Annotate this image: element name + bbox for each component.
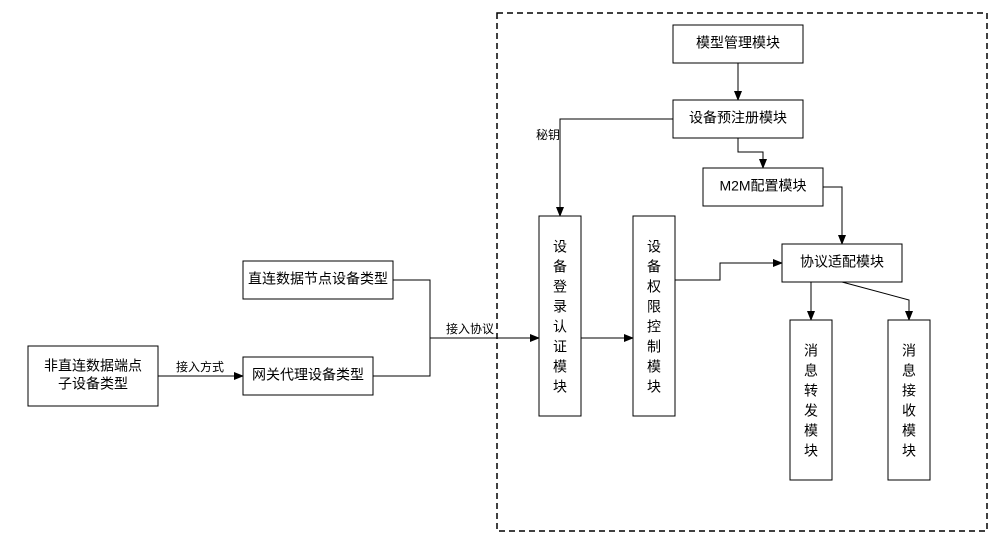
- node-label-n11-c2: 接: [902, 383, 916, 399]
- node-label-n6-l0: M2M配置模块: [719, 178, 806, 194]
- node-label-n8-c6: 模: [553, 359, 567, 375]
- edge-e5: [738, 138, 763, 168]
- node-label-n11-c3: 收: [902, 403, 916, 419]
- node-label-n5-l0: 设备预注册模块: [689, 110, 787, 126]
- edge-label-e7: 秘钥: [536, 128, 560, 142]
- node-n9: 设备权限控制模块: [633, 216, 675, 416]
- edge-e11: [842, 282, 909, 320]
- node-label-n8-c4: 认: [553, 319, 567, 335]
- node-label-n9-c1: 备: [647, 259, 661, 275]
- node-n6: M2M配置模块: [703, 168, 823, 206]
- node-label-n9-c6: 模: [647, 359, 661, 375]
- node-label-n2-l0: 网关代理设备类型: [252, 367, 364, 383]
- node-label-n8-c0: 设: [553, 239, 567, 255]
- node-label-n4-l0: 模型管理模块: [696, 35, 780, 51]
- node-label-n8-c2: 登: [553, 279, 567, 295]
- node-label-n9-c0: 设: [647, 239, 661, 255]
- node-label-n11-c1: 息: [902, 363, 916, 379]
- edge-e6: [823, 187, 842, 244]
- edge-e2: [373, 338, 430, 376]
- node-label-n9-c7: 块: [647, 379, 661, 395]
- node-n1: 非直连数据端点子设备类型: [28, 346, 158, 406]
- node-label-n10-c0: 消: [804, 343, 818, 359]
- edge-e7: [560, 119, 673, 216]
- node-label-n11-c4: 模: [902, 423, 916, 439]
- node-label-n10-c4: 模: [804, 423, 818, 439]
- node-label-n9-c5: 制: [647, 339, 661, 355]
- node-label-n1-l1: 子设备类型: [58, 376, 128, 392]
- edge-e9: [675, 263, 782, 280]
- node-label-n3-l0: 直连数据节点设备类型: [248, 271, 388, 287]
- node-label-n9-c3: 限: [647, 299, 661, 315]
- node-n11: 消息接收模块: [888, 320, 930, 480]
- node-label-n8-c5: 证: [553, 339, 567, 355]
- node-label-n1-l0: 非直连数据端点: [44, 358, 142, 374]
- node-label-n9-c2: 权: [647, 279, 661, 295]
- node-label-n10-c5: 块: [804, 443, 818, 459]
- node-label-n8-c3: 录: [553, 299, 567, 315]
- flowchart-canvas: 接入方式 接入协议 秘钥非直连数据端点子设备类型 网关代理设备类型 直连数据节点设备类型…: [0, 0, 1000, 543]
- node-label-n10-c3: 发: [804, 403, 818, 419]
- node-n8: 设备登录认证模块: [539, 216, 581, 416]
- node-label-n8-c7: 块: [553, 379, 567, 395]
- node-label-n9-c4: 控: [647, 319, 661, 335]
- node-label-n7-l0: 协议适配模块: [800, 254, 884, 270]
- edge-label-e3: 接入协议: [446, 321, 494, 336]
- node-n7: 协议适配模块: [782, 244, 902, 282]
- node-n10: 消息转发模块: [790, 320, 832, 480]
- node-label-n11-c0: 消: [902, 343, 916, 359]
- node-label-n8-c1: 备: [553, 259, 567, 275]
- node-label-n10-c1: 息: [804, 363, 818, 379]
- edge-label-e1: 接入方式: [176, 359, 224, 374]
- node-n4: 模型管理模块: [673, 25, 803, 63]
- node-label-n11-c5: 块: [902, 443, 916, 459]
- node-n5: 设备预注册模块: [673, 100, 803, 138]
- node-n3: 直连数据节点设备类型: [243, 261, 393, 299]
- node-label-n10-c2: 转: [804, 383, 818, 399]
- node-n2: 网关代理设备类型: [243, 357, 373, 395]
